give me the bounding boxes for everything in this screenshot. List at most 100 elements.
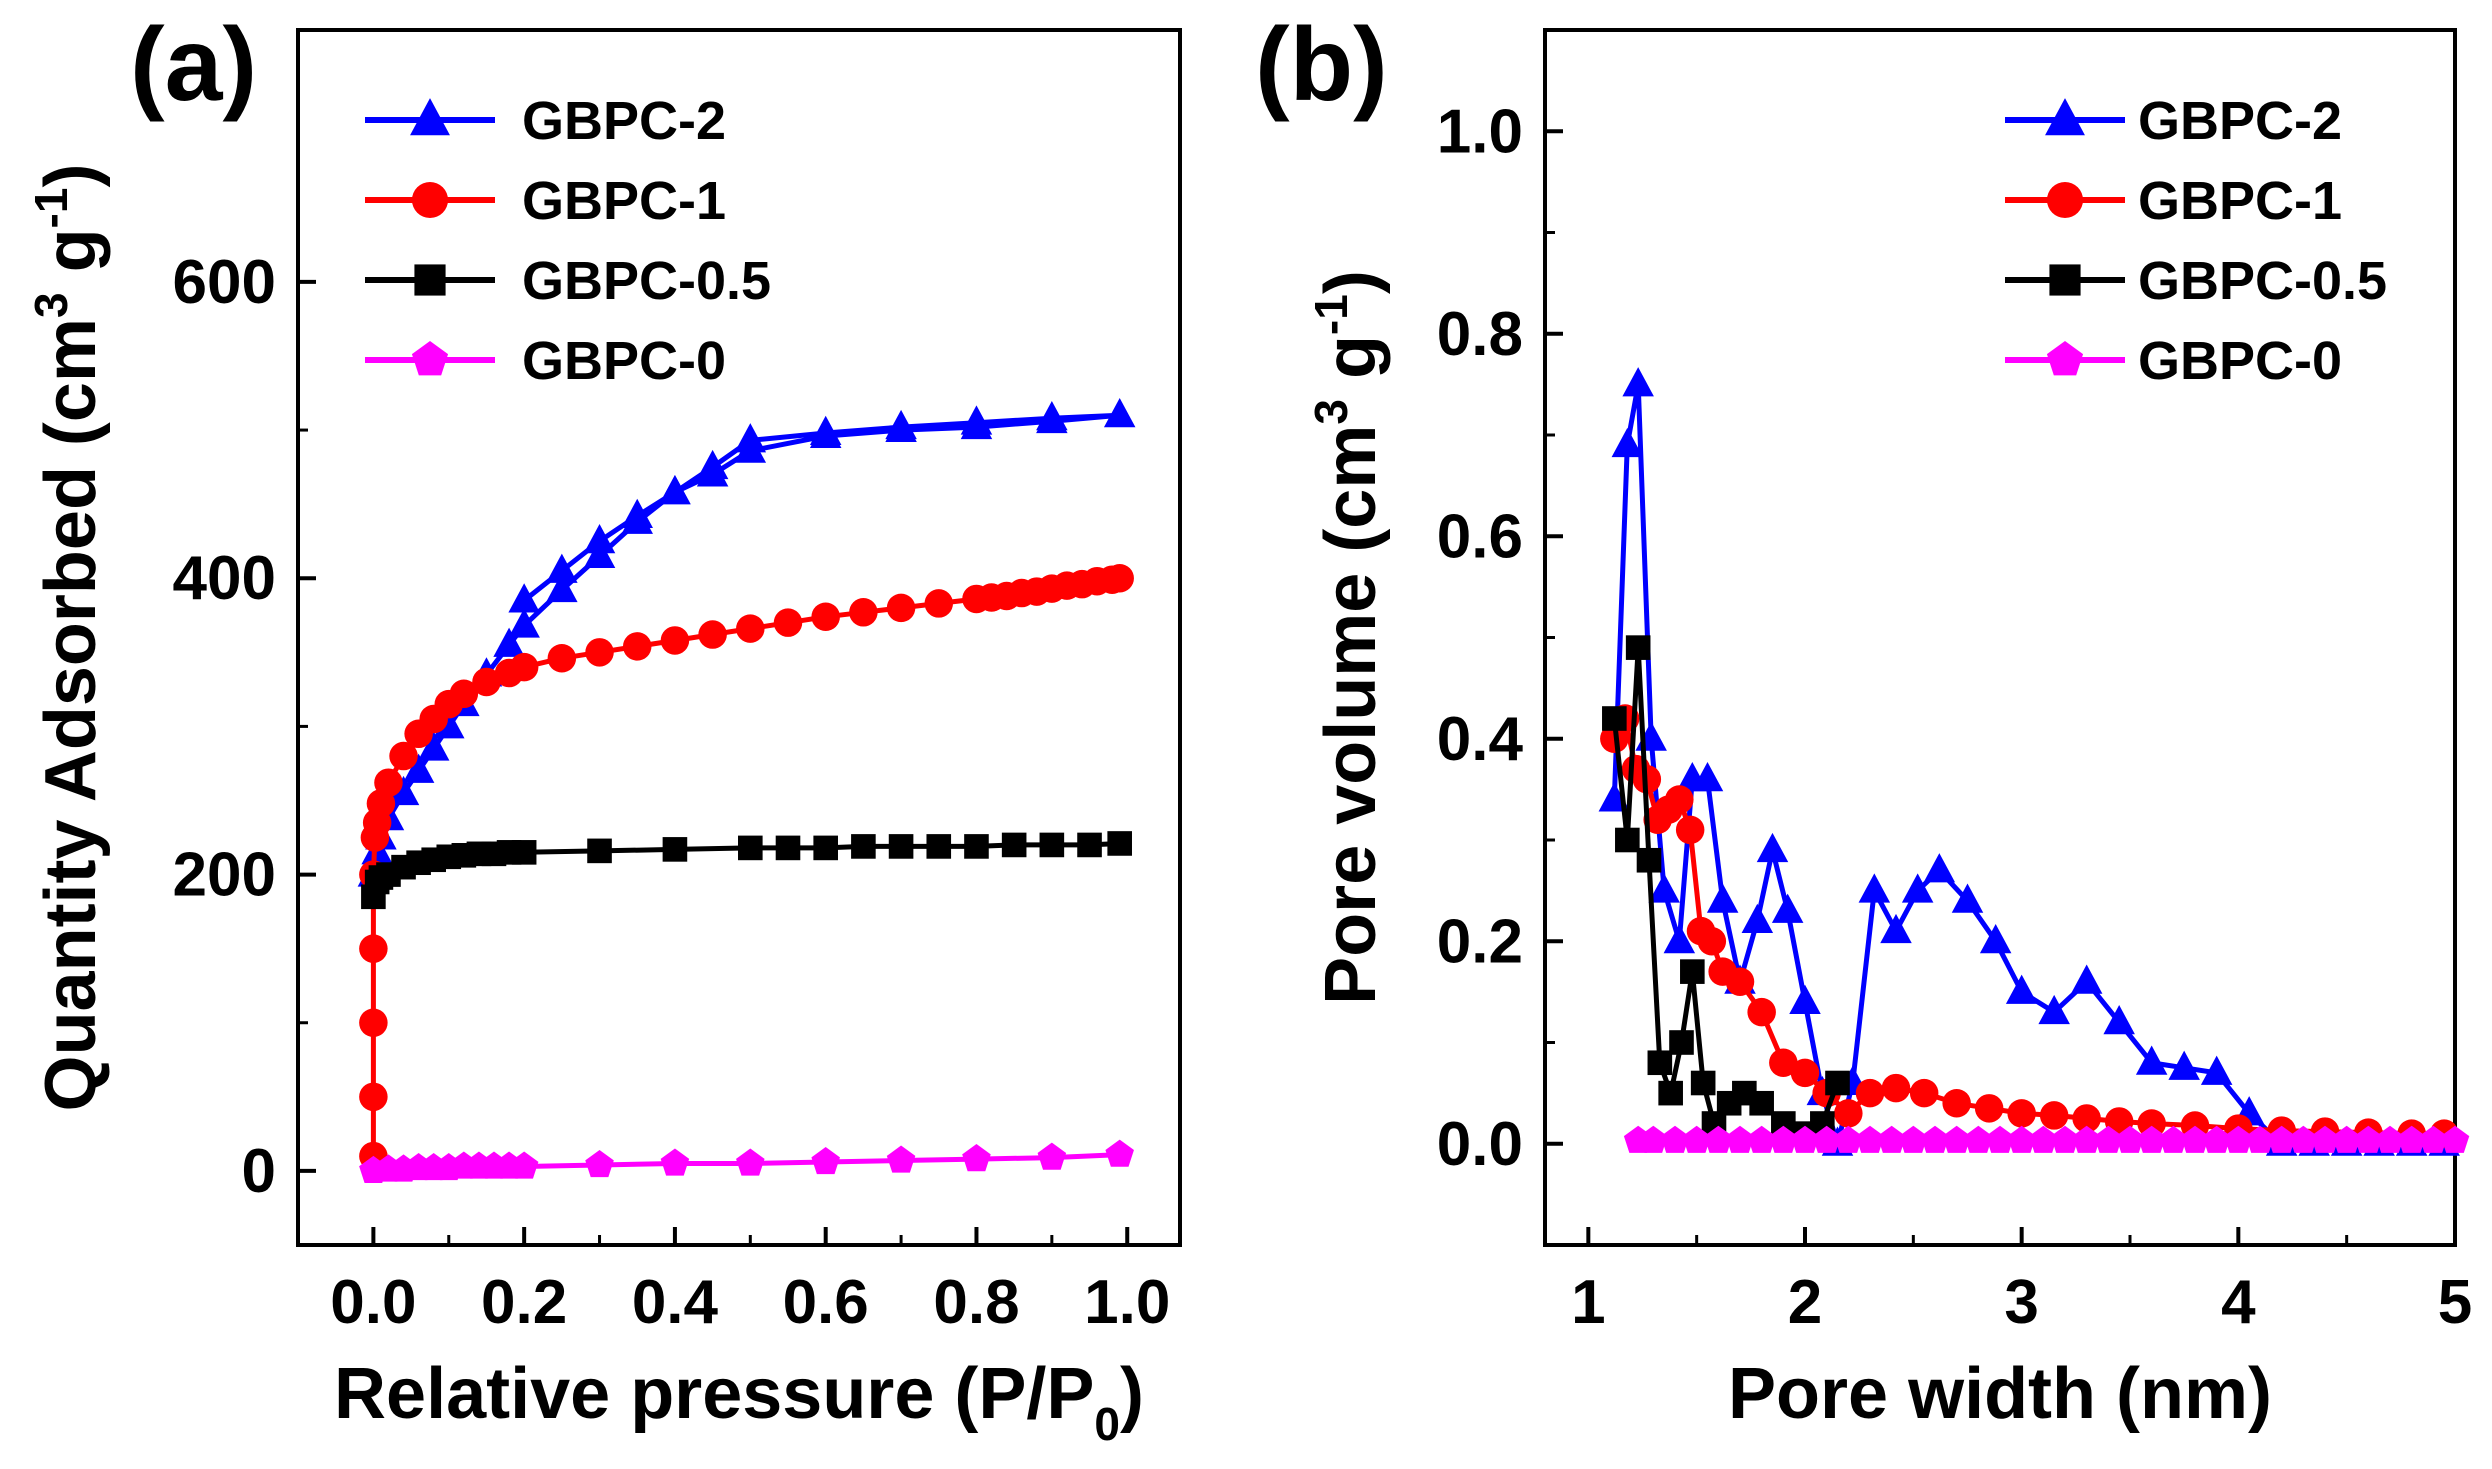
legend-entry: GBPC-2 [2005,91,2342,151]
data-point [1741,903,1774,933]
data-point [662,837,688,862]
plot-frame [296,28,1182,1247]
series-GBPC-1 [359,563,1134,1171]
data-point [2245,1125,2275,1153]
data-point [1706,883,1739,913]
data-point [1647,1050,1673,1076]
data-point [1665,785,1694,814]
y-tick-label: 400 [173,544,276,613]
legend-entry: GBPC-0.5 [365,251,771,311]
y-tick-label: 0.2 [1437,907,1523,976]
data-point [2029,1125,2058,1153]
series-line [1611,381,2445,1147]
data-point [546,572,578,603]
data-point [1923,853,1956,883]
data-point [1680,959,1705,984]
data-point [2202,1125,2231,1153]
x-tick-label: 3 [2004,1268,2038,1337]
data-point [2050,1125,2080,1153]
data-point [509,652,539,682]
x-tick-label: 1 [1571,1268,1605,1337]
data-point [2137,1125,2166,1153]
legend-marker [2046,181,2084,219]
data-point [547,643,577,673]
legend-marker [410,98,450,136]
data-point [1920,1125,1950,1153]
data-point [2007,1125,2036,1153]
data-point [888,834,914,859]
series-GBPC-0.5 [361,831,1132,910]
legend-entry: GBPC-1 [365,171,726,231]
data-point [1985,1125,2015,1153]
legend-label: GBPC-1 [2138,171,2342,231]
data-point [809,418,842,448]
data-point [2137,1109,2166,1138]
data-point [1675,815,1705,845]
data-point [1615,827,1640,853]
y-tick-label: 0.4 [1437,705,1524,774]
data-point [583,523,616,554]
data-point [493,627,525,657]
data-point [1877,1125,1906,1153]
data-point [1036,403,1068,434]
y-tick-label: 1.0 [1437,97,1523,166]
data-point [2375,1125,2405,1153]
legend-label: GBPC-0.5 [522,251,771,311]
series-line [370,412,1123,876]
data-point [1909,1078,1939,1108]
legend-label: GBPC-0 [2138,331,2342,391]
data-point [2038,994,2070,1025]
data-point [1749,1090,1774,1116]
data-point [359,1008,388,1037]
legend-label: GBPC-1 [522,171,726,231]
data-point [1964,1125,1993,1153]
data-point [417,731,450,761]
data-point [2094,1125,2123,1153]
data-point [962,1144,991,1172]
data-point [1636,847,1662,873]
data-point [621,498,653,528]
data-point [1769,1125,1798,1153]
legend-label: GBPC-0 [522,331,726,391]
data-point [886,1145,916,1173]
data-point [696,457,729,487]
y-tick-label: 0.8 [1437,300,1523,369]
data-point [1899,1125,1928,1153]
data-point [1697,927,1727,956]
data-point [389,741,418,771]
data-point [2200,1055,2233,1085]
legend-label: GBPC-2 [522,91,726,151]
data-point [2072,1104,2101,1133]
panel-label: (b) [1255,7,1388,123]
data-point [1812,1125,1841,1153]
data-point [1790,1125,1820,1153]
data-point [1105,563,1134,593]
legend-label: GBPC-2 [2138,91,2342,151]
x-tick-label: 5 [2438,1268,2472,1337]
data-point [2168,1050,2200,1080]
data-point [1790,1058,1820,1088]
data-point [2289,1125,2318,1153]
data-point [2070,964,2103,994]
data-point [773,608,803,637]
data-point [1747,1125,1776,1153]
data-point [472,667,501,697]
y-tick-label: 0.6 [1437,502,1523,571]
data-point [374,768,403,797]
data-point [402,753,435,783]
data-point [2224,1125,2253,1153]
legend-label: GBPC-0.5 [2138,251,2387,311]
x-tick-label: 2 [1788,1268,1822,1337]
data-point [1105,1139,1134,1167]
data-point [2332,1125,2361,1153]
series-GBPC-0 [359,1139,1134,1184]
legend-marker [2049,264,2081,296]
data-point [1039,832,1065,858]
data-point [2039,1101,2069,1130]
x-tick-label: 0.8 [933,1268,1019,1337]
series-GBPC-2 [1598,367,2460,1156]
y-tick-label: 0.0 [1437,1110,1523,1179]
data-point [1858,873,1891,903]
data-point [2180,1125,2210,1153]
data-point [736,614,765,643]
